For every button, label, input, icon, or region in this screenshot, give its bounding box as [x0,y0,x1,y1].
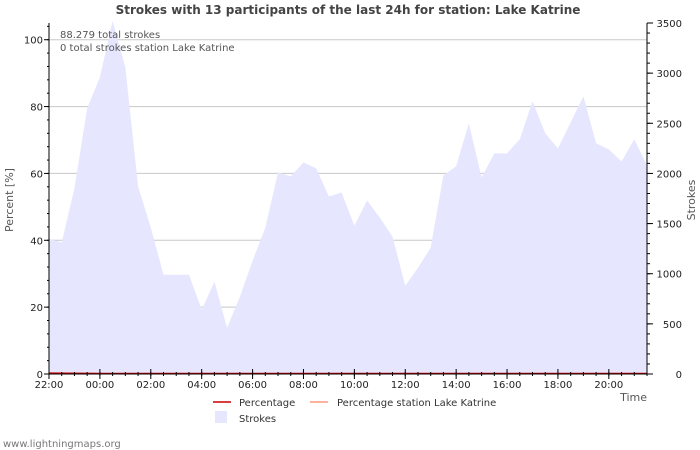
y-right-tick-label: 2500 [657,119,682,130]
y-left-tick-label: 60 [30,169,43,180]
x-tick-label: 04:00 [187,380,216,391]
x-tick-label: 00:00 [85,380,114,391]
chart-title: Strokes with 13 participants of the last… [116,3,581,17]
y-right-tick-label: 3500 [657,19,682,30]
strokes-area [49,21,647,374]
y-left-tick-label: 80 [30,103,43,114]
x-tick-label: 22:00 [35,380,64,391]
y-axis-right-ticks: 0 500 1000 1500 2000 2500 3000 3500 [647,19,682,381]
legend-percentage-station-label: Percentage station Lake Katrine [337,398,496,409]
x-tick-label: 06:00 [238,380,267,391]
axes [48,23,648,375]
x-tick-label: 20:00 [594,380,623,391]
x-tick-label: 10:00 [340,380,369,391]
legend-strokes-swatch [215,411,227,423]
x-tick-label: 18:00 [544,380,573,391]
y-axis-left-ticks: 0 20 40 60 80 100 [24,25,49,381]
y-axis-left-label: Percent [%] [3,168,16,232]
y-right-tick-label: 1500 [657,220,682,231]
x-axis-label: Time [619,391,647,404]
y-left-tick-label: 0 [37,370,43,381]
footer-credit: www.lightningmaps.org [3,439,121,450]
y-right-tick-label: 2000 [657,169,682,180]
y-left-tick-label: 100 [24,36,43,47]
x-tick-label: 12:00 [391,380,420,391]
y-axis-right-label: Strokes [685,179,698,220]
y-right-tick-label: 1000 [657,270,682,281]
y-right-tick-label: 3000 [657,69,682,80]
x-tick-label: 16:00 [493,380,522,391]
x-tick-label: 08:00 [289,380,318,391]
note-total-strokes: 88.279 total strokes [60,30,160,41]
x-tick-label: 14:00 [442,380,471,391]
y-right-tick-label: 0 [676,370,682,381]
x-tick-label: 02:00 [136,380,165,391]
y-right-tick-label: 500 [663,320,682,331]
legend-strokes-label: Strokes [239,414,276,425]
legend-percentage-label: Percentage [239,398,295,409]
note-station-strokes: 0 total strokes station Lake Katrine [60,43,235,54]
x-axis-ticks: 22:00 00:00 02:00 04:00 06:00 08:00 10:00 12:00… [35,369,648,391]
legend: Percentage Percentage station Lake Katri… [213,398,496,425]
y-left-tick-label: 40 [30,236,43,247]
y-left-tick-label: 20 [30,303,43,314]
